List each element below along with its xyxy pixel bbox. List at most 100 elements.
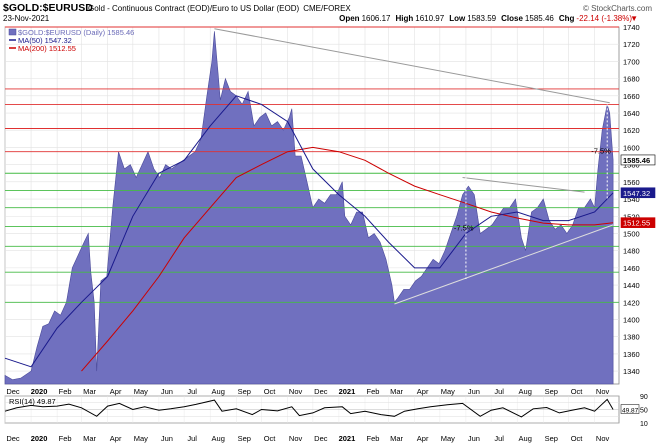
rsi-x-axis-tick-label: Dec [6, 434, 20, 443]
ohlc-readout: Open 1606.17 High 1610.97 Low 1583.59 Close 158… [339, 15, 632, 23]
price-axis-tick-label: 1600 [623, 143, 640, 152]
legend-entry: MA(50) 1547.32 [18, 36, 72, 45]
price-axis-tick-label: 1340 [623, 367, 640, 376]
legend-entry: MA(200) 1512.55 [18, 44, 76, 53]
x-axis-tick-label: Apr [417, 387, 429, 396]
trendline [462, 177, 585, 193]
x-axis-tick-label: May [441, 387, 455, 396]
rsi-x-axis-tick-label: Nov [596, 434, 610, 443]
price-axis-tick-label: 1540 [623, 195, 640, 204]
x-axis-tick-label: Jul [187, 387, 197, 396]
price-axis-tick-label: 1460 [623, 264, 640, 273]
open-value: 1606.17 [361, 14, 391, 23]
price-axis-tick-label: 1400 [623, 315, 640, 324]
rsi-x-axis-tick-label: May [441, 434, 455, 443]
low-label: Low [449, 14, 466, 23]
rsi-x-axis-tick-label: Sep [238, 434, 251, 443]
price-tag-label: 1585.46 [623, 156, 650, 165]
x-axis-tick-label: Aug [212, 387, 225, 396]
price-axis-tick-label: 1720 [623, 40, 640, 49]
down-triangle-icon: ▼ [630, 14, 638, 23]
rsi-value-tag [620, 404, 640, 414]
price-tag-box [620, 154, 656, 166]
rsi-x-axis-tick-label: Aug [212, 434, 225, 443]
price-axis-tick-label: 1480 [623, 247, 640, 256]
price-axis-tick-label: 1680 [623, 75, 640, 84]
x-axis-tick-label: Oct [571, 387, 584, 396]
rsi-value-label: 49.87 [622, 408, 639, 415]
x-axis-tick-label: Aug [519, 387, 532, 396]
x-axis-tick-label: Sep [545, 387, 558, 396]
x-axis-tick-label: Feb [59, 387, 72, 396]
rsi-x-axis-tick-label: Apr [110, 434, 122, 443]
rsi-x-axis-tick-label: Oct [264, 434, 277, 443]
price-axis-tick-label: 1700 [623, 57, 640, 66]
rsi-x-axis-tick-label: Aug [519, 434, 532, 443]
measure-label: -7.5% [591, 147, 611, 156]
x-axis-tick-label: Mar [83, 387, 96, 396]
x-axis-tick-label: 2020 [31, 387, 48, 396]
rsi-x-axis-tick-label: Oct [571, 434, 584, 443]
rsi-x-axis-tick-label: Feb [59, 434, 72, 443]
x-axis-tick-label: Dec [6, 387, 20, 396]
rsi-x-axis-tick-label: 2021 [339, 434, 356, 443]
rsi-x-axis-tick-label: Sep [545, 434, 558, 443]
symbol-title: $GOLD:$EURUSD [3, 2, 93, 14]
x-axis-tick-label: Nov [289, 387, 303, 396]
open-label: Open [339, 14, 360, 23]
x-axis-tick-label: Nov [596, 387, 610, 396]
chart-date: 23-Nov-2021 [3, 14, 50, 23]
x-axis-tick-label: Jun [161, 387, 173, 396]
price-axis-tick-label: 1360 [623, 350, 640, 359]
trendline [214, 28, 610, 104]
price-axis-tick-label: 1640 [623, 109, 640, 118]
price-tag-label: 1547.32 [623, 189, 650, 198]
brand-watermark: © StockCharts.com [582, 4, 652, 13]
price-axis-tick-label: 1620 [623, 126, 640, 135]
rsi-x-axis-tick-label: Mar [390, 434, 403, 443]
low-value: 1583.59 [467, 14, 497, 23]
change-label: Chg [558, 14, 575, 23]
measure-label: -7.5% [454, 223, 474, 232]
x-axis-tick-label: Dec [314, 387, 328, 396]
legend-swatch-area [8, 28, 17, 36]
exchange-label: CME/FOREX [303, 4, 351, 13]
rsi-x-axis-tick-label: Jul [187, 434, 197, 443]
price-axis-tick-label: 1740 [623, 23, 640, 32]
x-axis-tick-label: Oct [264, 387, 277, 396]
price-axis-tick-label: 1560 [623, 178, 640, 187]
high-label: High [395, 14, 414, 23]
price-tag-box [620, 217, 656, 228]
rsi-x-axis-tick-label: 2020 [31, 434, 48, 443]
rsi-axis-tick-label: 50 [640, 408, 648, 415]
rsi-line [4, 398, 614, 418]
rsi-x-axis-tick-label: Jun [161, 434, 173, 443]
price-axis-tick-label: 1500 [623, 229, 640, 238]
price-axis-tick-label: 1380 [623, 333, 640, 342]
rsi-axis-tick-label: 10 [640, 421, 648, 428]
price-axis-tick-label: 1520 [623, 212, 640, 221]
rsi-x-axis-tick-label: Jun [468, 434, 480, 443]
close-label: Close [501, 14, 523, 23]
rsi-x-axis-tick-label: Mar [83, 434, 96, 443]
change-value: -22.14 (-1.38%) [576, 14, 632, 23]
ma200-line [81, 146, 614, 372]
legend-entry: $GOLD:$EURUSD (Daily) 1585.46 [18, 28, 134, 37]
rsi-x-axis-tick-label: Feb [367, 434, 380, 443]
price-tag-label: 1512.55 [623, 219, 650, 228]
price-axis-tick-label: 1420 [623, 298, 640, 307]
symbol-description: Gold - Continuous Contract (EOD)/Euro to… [88, 5, 355, 13]
rsi-x-axis-tick-label: Nov [289, 434, 303, 443]
price-axis-tick-label: 1440 [623, 281, 640, 290]
rsi-x-axis-tick-label: May [134, 434, 148, 443]
rsi-legend-entry: RSI(14) 49.87 [9, 397, 56, 406]
rsi-x-axis-tick-label: Jul [494, 434, 504, 443]
ma50-line [4, 95, 614, 368]
rsi-x-axis-tick-label: Apr [417, 434, 429, 443]
price-tag-box [620, 187, 656, 199]
x-axis-tick-label: Mar [390, 387, 403, 396]
rsi-x-axis-tick-label: Dec [314, 434, 328, 443]
x-axis-tick-label: Jun [468, 387, 480, 396]
x-axis-tick-label: 2021 [339, 387, 356, 396]
